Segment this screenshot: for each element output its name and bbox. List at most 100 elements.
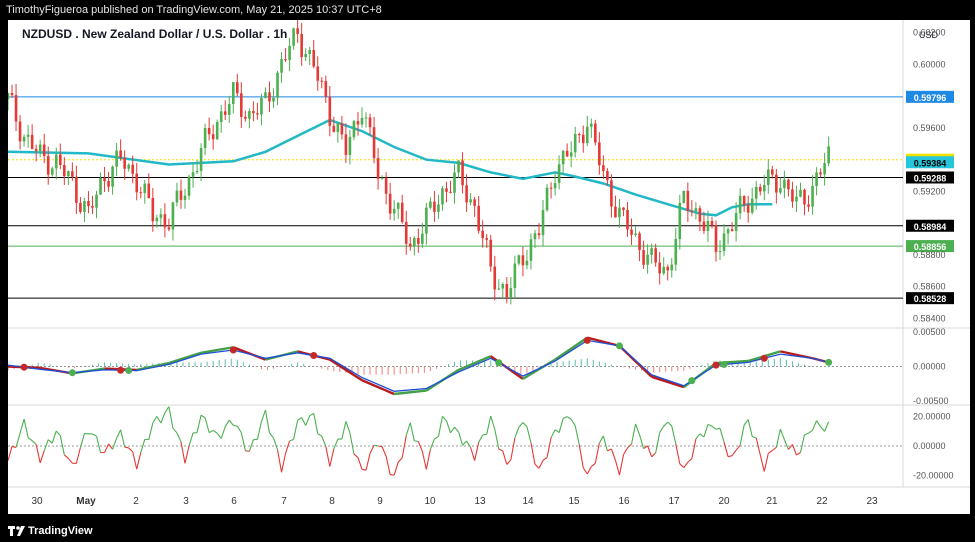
candle-body bbox=[589, 123, 593, 127]
candle-body bbox=[465, 185, 468, 203]
level-price-tag bbox=[906, 171, 954, 184]
momentum-line-segment bbox=[425, 449, 431, 470]
tradingview-logo-icon[interactable] bbox=[8, 524, 26, 538]
momentum-line-segment bbox=[276, 449, 283, 473]
momentum-line-segment bbox=[759, 454, 765, 472]
cross-up-dot bbox=[825, 358, 833, 366]
momentum-line-segment bbox=[341, 421, 347, 440]
candle-body bbox=[139, 192, 143, 194]
candle-body bbox=[489, 239, 493, 267]
candle-body bbox=[437, 204, 440, 212]
momentum-line-segment bbox=[602, 435, 608, 451]
candle-body bbox=[581, 134, 585, 144]
candle-body bbox=[706, 221, 710, 231]
momentum-line-segment bbox=[357, 457, 363, 470]
candle-body bbox=[517, 255, 521, 264]
candle-body bbox=[771, 169, 774, 175]
candle-body bbox=[392, 208, 396, 214]
candle-body bbox=[557, 164, 561, 184]
momentum-line-segment bbox=[635, 423, 641, 435]
level-price-label: 0.58856 bbox=[914, 242, 947, 252]
candle-body bbox=[775, 174, 778, 193]
momentum-line-segment bbox=[526, 426, 532, 443]
momentum-line-segment bbox=[409, 422, 415, 441]
chart-svg[interactable]: NZDUSD . New Zealand Dollar / U.S. Dolla… bbox=[6, 19, 970, 514]
candle-body bbox=[219, 111, 223, 123]
momentum-line-segment bbox=[43, 439, 49, 452]
candle-body bbox=[91, 206, 94, 208]
momentum-line-segment bbox=[558, 418, 564, 433]
publish-header: TimothyFigueroa published on TradingView… bbox=[0, 0, 975, 20]
candle-body bbox=[750, 198, 754, 213]
momentum-line-segment bbox=[824, 421, 830, 432]
candle-body bbox=[14, 95, 18, 122]
signal-line-segment bbox=[329, 358, 363, 382]
candle-body bbox=[513, 263, 517, 289]
currency-label: USD bbox=[919, 30, 939, 40]
momentum-line-segment bbox=[804, 432, 809, 436]
candle-body bbox=[493, 266, 497, 290]
cross-down-dot bbox=[229, 346, 237, 354]
time-tick-label: 3 bbox=[183, 496, 189, 507]
horizontal-levels: 0.597960.594000.592880.589840.588560.585… bbox=[8, 90, 954, 305]
candle-body bbox=[336, 123, 340, 132]
candle-body bbox=[42, 144, 46, 156]
time-tick-label: 22 bbox=[816, 496, 828, 507]
candle-body bbox=[211, 134, 215, 140]
candle-body bbox=[783, 179, 786, 189]
candle-body bbox=[175, 190, 179, 203]
momentum-line-segment bbox=[816, 420, 822, 428]
candle-body bbox=[71, 171, 74, 177]
momentum-line-segment bbox=[752, 435, 757, 439]
momentum-line-segment bbox=[216, 432, 222, 439]
momentum-line-segment bbox=[397, 457, 403, 463]
candle-body bbox=[30, 134, 34, 149]
momentum-line-segment bbox=[176, 432, 182, 443]
candle-body bbox=[795, 196, 798, 202]
time-tick-label: 13 bbox=[474, 496, 486, 507]
chart-panel[interactable]: NZDUSD . New Zealand Dollar / U.S. Dolla… bbox=[6, 19, 970, 514]
momentum-line-segment bbox=[510, 437, 516, 460]
momentum-line-segment bbox=[297, 417, 302, 421]
momentum-line-segment bbox=[623, 447, 628, 456]
time-tick-label: 21 bbox=[766, 496, 778, 507]
candle-body bbox=[469, 199, 472, 203]
candle-body bbox=[75, 176, 78, 203]
candle-body bbox=[610, 180, 613, 207]
candle-body bbox=[308, 49, 312, 55]
time-tick-label: 15 bbox=[568, 496, 580, 507]
momentum-line-segment bbox=[377, 445, 383, 448]
momentum-line-segment bbox=[321, 435, 327, 447]
momentum-line-segment bbox=[719, 428, 725, 443]
candle-body bbox=[505, 284, 509, 298]
candle-body bbox=[457, 160, 460, 173]
cross-down-dot bbox=[583, 336, 591, 344]
signal-line-segment bbox=[361, 379, 395, 396]
momentum-line-segment bbox=[454, 426, 459, 433]
cross-up-dot bbox=[495, 359, 503, 367]
candle-body bbox=[384, 178, 388, 194]
momentum-line-segment bbox=[735, 444, 741, 451]
cross-down-dot bbox=[760, 354, 768, 362]
momentum-line-segment bbox=[663, 421, 669, 427]
candle-body bbox=[83, 201, 86, 212]
momentum-tick-label: 20.00000 bbox=[913, 412, 951, 422]
momentum-line-segment bbox=[152, 416, 158, 424]
momentum-line-segment bbox=[385, 456, 391, 475]
candle-body bbox=[360, 118, 364, 125]
candle-body bbox=[594, 123, 597, 143]
candle-body bbox=[264, 92, 267, 98]
candle-body bbox=[187, 176, 191, 196]
time-tick-label: 30 bbox=[31, 496, 43, 507]
candle-body bbox=[799, 189, 802, 197]
candle-body bbox=[288, 45, 291, 61]
candle-body bbox=[356, 121, 360, 125]
candle-body bbox=[207, 128, 211, 135]
candle-body bbox=[630, 229, 633, 235]
momentum-line-segment bbox=[136, 452, 142, 470]
momentum-line-segment bbox=[542, 457, 548, 461]
momentum-line-segment bbox=[184, 445, 190, 464]
candle-body bbox=[340, 123, 344, 135]
candle-body bbox=[111, 166, 114, 187]
candle-body bbox=[453, 172, 456, 193]
